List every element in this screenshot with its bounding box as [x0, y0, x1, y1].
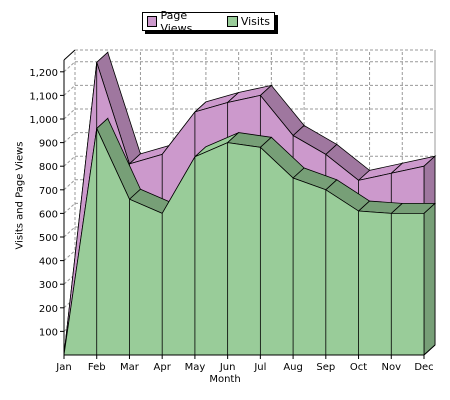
y-axis-top-edge	[63, 49, 76, 61]
gridline-side-3	[63, 250, 76, 261]
gridline-side-10	[63, 85, 76, 96]
gridline-side-6	[63, 179, 76, 191]
y-axis-label: Visits and Page Views	[14, 141, 26, 250]
gridline-side-5	[63, 203, 76, 214]
x-tick-label: Jul	[253, 362, 266, 373]
x-tick-label: Apr	[154, 362, 172, 373]
legend: Page Views Visits	[142, 9, 275, 35]
gridline-side-4	[63, 226, 76, 238]
gridline-side-9	[63, 108, 76, 120]
legend-item-page-views: Page Views	[147, 9, 219, 35]
x-tick-label: Oct	[350, 362, 367, 373]
x-tick-label: Jun	[219, 362, 236, 373]
y-tick-label: 100	[39, 327, 58, 338]
x-tick-label: Jan	[55, 362, 71, 373]
legend-label-visits: Visits	[240, 15, 270, 28]
gridline-side-8	[63, 132, 76, 143]
x-tick-label: Feb	[88, 362, 106, 373]
legend-label-page-views: Page Views	[160, 8, 193, 35]
y-tick-label: 500	[39, 233, 58, 244]
legend-swatch-visits	[226, 16, 238, 27]
x-tick-label: Mar	[120, 362, 140, 373]
y-tick-label: 300	[39, 280, 58, 291]
y-tick-label: 1,000	[29, 115, 58, 126]
y-tick-label: 700	[39, 186, 58, 197]
x-tick-label: May	[185, 362, 206, 373]
legend-swatch-page-views	[147, 16, 158, 27]
axis-layer: 100 200 300 400 500 600 700 800 900 1,000 1,100 1,2…	[29, 49, 436, 373]
area-layer	[63, 51, 437, 357]
series-1-front	[63, 127, 425, 356]
y-tick-label: 200	[39, 304, 58, 315]
series-1-side	[423, 202, 436, 356]
x-axis-right-edge	[423, 344, 436, 356]
x-tick-label: Dec	[414, 362, 433, 373]
y-tick-label: 900	[39, 139, 58, 150]
x-tick-label: Nov	[382, 362, 402, 373]
gridline-side-11	[63, 61, 76, 73]
y-tick-label: 400	[39, 257, 58, 268]
x-axis-label: Month	[209, 374, 241, 385]
gridline-side-7	[63, 155, 76, 167]
y-tick-label: 600	[39, 209, 58, 220]
y-tick-label: 1,200	[29, 68, 58, 79]
y-tick-label: 1,100	[29, 91, 58, 102]
x-tick-label: Sep	[316, 362, 335, 373]
x-tick-label: Aug	[283, 362, 303, 373]
legend-item-visits: Visits	[226, 15, 270, 28]
y-tick-label: 800	[39, 162, 58, 173]
